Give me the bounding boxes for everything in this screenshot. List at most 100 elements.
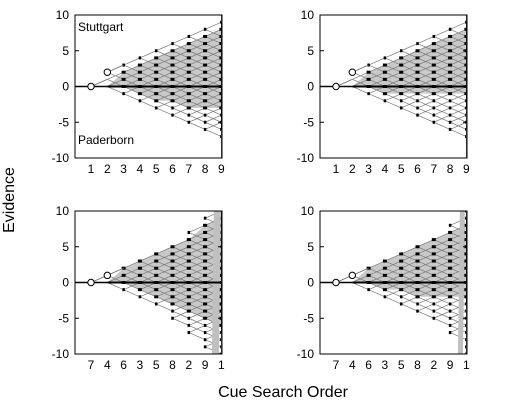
node-marker: [186, 245, 191, 249]
node-marker: [432, 106, 436, 110]
branch-line: [401, 296, 418, 305]
node-marker: [464, 223, 467, 227]
x-tick-label: 6: [414, 162, 421, 176]
branch-line: [368, 79, 386, 87]
node-marker: [399, 77, 404, 81]
histogram-bar-negative: [221, 94, 222, 102]
branch-line: [172, 246, 189, 255]
branch-line: [139, 282, 157, 290]
histogram-bar-positive: [221, 50, 222, 58]
branch-line: [188, 224, 206, 233]
node-marker: [203, 288, 208, 292]
branch-line: [449, 303, 467, 312]
node-marker: [464, 56, 467, 60]
branch-line: [433, 114, 451, 123]
node-marker: [137, 92, 142, 96]
histogram-bar-positive: [221, 217, 222, 225]
node-marker: [186, 259, 191, 263]
branch-line: [401, 86, 418, 94]
y-tick-label: 5: [307, 44, 314, 58]
node-marker: [432, 309, 436, 313]
branch-line: [156, 50, 173, 59]
node-marker: [203, 259, 208, 263]
histogram-bar-negative: [221, 304, 222, 312]
node-marker: [170, 56, 175, 60]
branch-line: [156, 93, 173, 102]
node-marker: [448, 238, 453, 242]
branch-line: [172, 71, 189, 80]
branch-line: [172, 43, 189, 52]
branch-line: [188, 260, 206, 269]
node-marker: [448, 27, 452, 31]
branch-line: [172, 93, 189, 102]
node-marker: [399, 92, 404, 96]
branch-line: [156, 43, 173, 52]
node-marker: [366, 70, 371, 74]
branch-line: [433, 28, 451, 37]
branch-line: [156, 64, 173, 73]
branch-line: [433, 239, 451, 248]
node-marker: [203, 99, 208, 103]
node-marker: [219, 34, 222, 38]
y-tick-label: 0: [62, 80, 69, 94]
node-marker: [448, 77, 453, 81]
branch-line: [123, 282, 141, 290]
branch-line: [172, 310, 189, 319]
node-marker: [415, 245, 420, 249]
branch-line: [188, 107, 206, 116]
branch-line: [417, 246, 434, 255]
node-marker: [170, 92, 175, 96]
node-marker: [399, 259, 404, 263]
node-marker: [431, 295, 436, 299]
node-marker: [203, 56, 208, 60]
node-marker: [171, 113, 174, 117]
node-marker: [448, 106, 452, 110]
node-marker: [170, 49, 175, 53]
histogram-bar-positive: [221, 225, 222, 232]
y-tick-label: 0: [307, 276, 314, 290]
histogram-bar-positive: [221, 267, 222, 275]
node-marker: [154, 106, 158, 110]
branch-line: [204, 28, 222, 37]
branch-line: [449, 57, 467, 66]
branch-line: [172, 275, 189, 283]
branch-line: [204, 100, 222, 109]
y-tick-label: 10: [301, 204, 315, 218]
node-marker: [170, 295, 175, 299]
branch-line: [417, 50, 434, 59]
histogram-bar-positive: [466, 57, 467, 65]
histogram-bar-positive: [466, 64, 467, 72]
node-marker: [415, 77, 420, 81]
x-tick-label: 9: [447, 358, 454, 372]
node-marker: [431, 77, 436, 81]
branch-line: [401, 289, 418, 298]
node-marker: [187, 316, 191, 320]
node-marker: [203, 309, 208, 313]
branch-line: [139, 267, 157, 276]
node-marker: [464, 252, 467, 256]
node-marker: [170, 273, 175, 277]
histogram-bar-positive: [221, 239, 222, 247]
node-marker: [219, 42, 222, 46]
branch-line: [139, 289, 157, 298]
node-marker: [464, 70, 467, 74]
node-marker: [219, 323, 222, 327]
node-marker: [203, 345, 207, 349]
node-marker: [187, 34, 191, 38]
node-marker: [416, 302, 419, 306]
node-marker: [219, 309, 222, 313]
y-tick-label: -5: [303, 115, 314, 129]
branch-line: [188, 79, 206, 87]
open-marker: [332, 278, 340, 287]
node-marker: [203, 77, 208, 81]
x-tick-label: 4: [349, 358, 356, 372]
node-marker: [448, 127, 452, 131]
branch-line: [172, 64, 189, 73]
node-marker: [203, 338, 207, 342]
branch-line: [417, 275, 434, 283]
histogram-bar-positive: [466, 225, 467, 232]
x-tick-label: 1: [333, 162, 340, 176]
branch-line: [204, 121, 222, 130]
open-marker: [103, 271, 112, 280]
node-marker: [415, 56, 420, 60]
